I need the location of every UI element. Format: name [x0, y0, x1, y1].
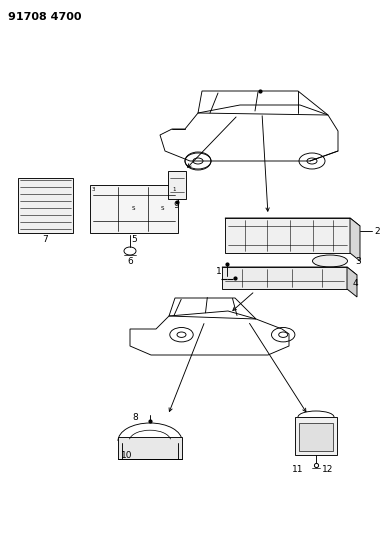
Bar [295, 417, 337, 455]
Bar [118, 437, 182, 459]
Polygon shape [222, 267, 347, 289]
Text: 4: 4 [352, 279, 358, 288]
Text: 9: 9 [173, 201, 179, 211]
Bar [18, 178, 73, 233]
Text: 3: 3 [355, 256, 361, 265]
Polygon shape [225, 218, 350, 253]
Text: 7: 7 [42, 235, 48, 244]
Polygon shape [347, 267, 357, 297]
Text: 8: 8 [132, 413, 138, 422]
Bar [299, 423, 333, 451]
Text: S: S [160, 206, 164, 212]
Text: 1: 1 [172, 187, 176, 192]
Text: 12: 12 [322, 465, 334, 474]
Ellipse shape [124, 247, 136, 255]
Polygon shape [225, 218, 360, 226]
Text: 5: 5 [131, 235, 137, 244]
Text: 3: 3 [92, 187, 96, 192]
Text: 6: 6 [127, 257, 133, 266]
Text: 2: 2 [374, 227, 380, 236]
Polygon shape [350, 218, 360, 261]
Polygon shape [222, 267, 357, 275]
Text: 11: 11 [292, 465, 304, 474]
Ellipse shape [312, 255, 347, 267]
Text: 91708 4700: 91708 4700 [8, 12, 82, 22]
Text: 1: 1 [216, 268, 222, 277]
Text: S: S [131, 206, 135, 212]
Bar [168, 171, 186, 199]
Text: 10: 10 [121, 451, 133, 461]
Bar [90, 185, 178, 233]
